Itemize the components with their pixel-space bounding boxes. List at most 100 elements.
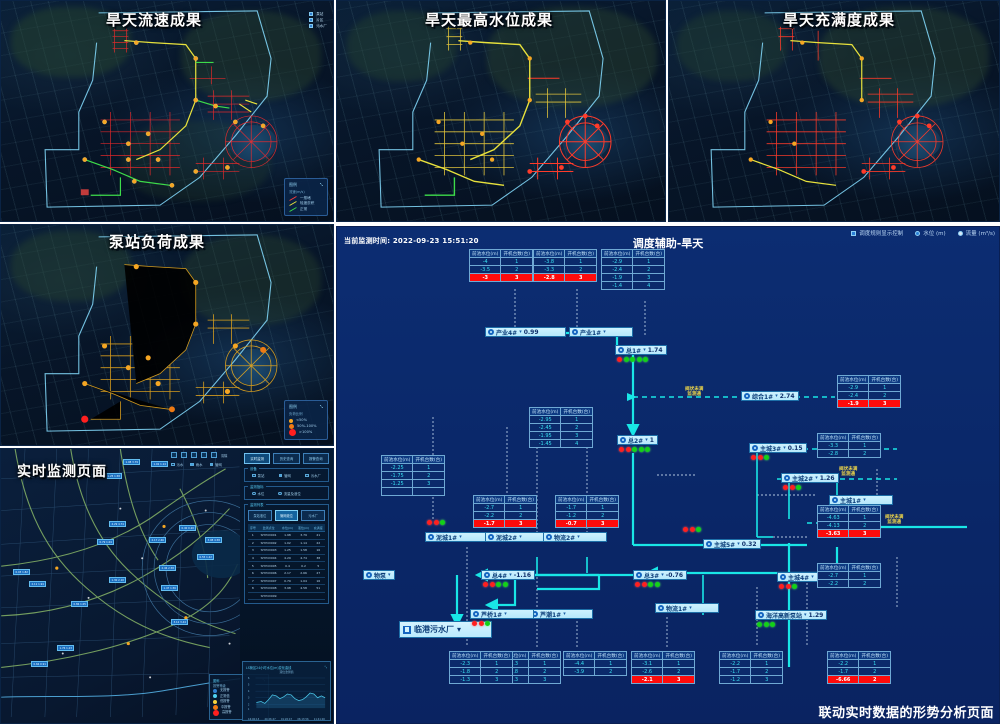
- radio-icon[interactable]: [278, 491, 282, 496]
- map-layer-filters[interactable]: 污水 雨水 管网: [171, 462, 222, 467]
- map-data-label[interactable]: 1.02 1.14: [151, 461, 169, 467]
- table-row[interactable]: 4 SHYCD004 4.29 4.74 38: [248, 554, 325, 563]
- monitor-list-table[interactable]: 序号 监测点位 水位(m) 液位(m) 充满度 1 SHYCD001 1.98 3.7…: [248, 524, 325, 601]
- checkbox-icon[interactable]: [190, 462, 194, 467]
- table-row[interactable]: -4.63 1: [816, 513, 881, 522]
- map-data-label[interactable]: 1.25 1.58: [105, 473, 123, 479]
- tab-history-query[interactable]: 历史查询: [273, 453, 300, 464]
- toolbar-clear-label[interactable]: 清除: [221, 453, 228, 458]
- table-row[interactable]: -1.45 4: [528, 439, 593, 448]
- checkbox-icon[interactable]: [278, 473, 283, 478]
- device-check-pipe-network[interactable]: 管网: [278, 473, 291, 478]
- table-row[interactable]: -3.3 2: [532, 265, 597, 274]
- table-row[interactable]: -2.9 1: [600, 257, 665, 266]
- control-rule-display[interactable]: 调度规则显示控制: [851, 229, 903, 237]
- table-row[interactable]: -1.25 3: [380, 479, 445, 488]
- node-luqiao1[interactable]: 芦桥1# ▾: [470, 609, 534, 619]
- table-row[interactable]: -1.3 3: [448, 675, 513, 684]
- device-check-pump-station[interactable]: 泵站: [252, 473, 264, 478]
- collapse-icon[interactable]: ⤡: [319, 404, 323, 410]
- map-data-label[interactable]: 2.46 2.58: [159, 565, 177, 571]
- table-row[interactable]: -2.45 2: [528, 423, 593, 432]
- node-chanye1[interactable]: 产业1# ▾: [569, 327, 633, 337]
- checkbox-icon[interactable]: [171, 462, 175, 467]
- node-luchao1[interactable]: 芦潮1# ▾: [529, 609, 593, 619]
- table-row[interactable]: 3 SHYCD003 1.25 1.58 16: [248, 546, 325, 555]
- map-data-label[interactable]: 1.76 1.23: [57, 645, 75, 651]
- node-zhucheng5[interactable]: 主城5# ▾ 0.32: [703, 539, 761, 549]
- table-row[interactable]: -3 3: [468, 273, 533, 282]
- panel-pump-station-load[interactable]: 泵站负荷成果 图例 ⤡ 负荷比例 <50% 50%-100% >100%: [0, 224, 334, 446]
- table-row[interactable]: 2 SHYCD002 1.02 1.14 22: [248, 539, 325, 548]
- map-data-label[interactable]: 0.40 0.20: [179, 525, 197, 531]
- node-wuliu2[interactable]: 物流2# ▾: [543, 532, 607, 542]
- rule-table[interactable]: 前池水位(m) 开机台数(台) -2.2 1 -1.7 2 -6.66 2: [826, 651, 891, 684]
- device-checkbox-row[interactable]: 泵站 管网 污水厂: [248, 473, 325, 478]
- measure-icon[interactable]: [191, 452, 197, 458]
- map-data-label[interactable]: 3.98 4.58: [205, 537, 223, 543]
- rule-table[interactable]: 前池水位(m) 开机台数(台) -3.3 1 -2.8 2: [816, 433, 881, 458]
- node-haiyang-pump-station[interactable]: 海洋高新泵站 ▾ 1.29: [755, 610, 828, 620]
- rule-table[interactable]: 前池水位(m) 开机台数(台) -2.3 1 -1.8 2 -1.3 3: [448, 651, 513, 684]
- rule-table[interactable]: 前池水位(m) 开机台数(台) -2.9 1 -2.4 2 -1.9 3: [836, 375, 901, 408]
- map-data-label[interactable]: 0.55 1.22: [197, 554, 215, 560]
- radio-icon[interactable]: [252, 491, 256, 496]
- map-data-label[interactable]: 1.98 3.79: [123, 459, 141, 465]
- table-row[interactable]: -2.7 1: [816, 571, 881, 580]
- table-row[interactable]: -2.8 3: [532, 273, 597, 282]
- node-wuliu1[interactable]: 物流1# ▾: [655, 603, 719, 613]
- rule-table[interactable]: 前池水位(m) 开机台数(台) -2.95 1 -2.45 2 -1.95 3 -1.45 4: [528, 407, 593, 448]
- rule-table[interactable]: 前池水位(m) 开机台数(台) -3.8 1 -3.3 2 -2.8 3: [532, 249, 597, 282]
- table-row[interactable]: -2.9 1: [836, 383, 901, 392]
- fullscreen-icon[interactable]: [211, 452, 217, 458]
- table-row[interactable]: -2.4 2: [600, 265, 665, 274]
- map-data-label[interactable]: 0.79 1.04: [97, 539, 115, 545]
- table-row[interactable]: 7 SHYCD007 0.79 1.04 16: [248, 577, 325, 586]
- table-row[interactable]: -1.2 2: [554, 511, 619, 520]
- filter-pipenet[interactable]: 管网: [209, 462, 222, 467]
- table-row[interactable]: -3.8 1: [532, 257, 597, 266]
- rule-table[interactable]: 前池水位(m) 开机台数(台) -2.2 1 -1.7 2 -1.2 3: [718, 651, 783, 684]
- table-row[interactable]: -1.7 2: [826, 667, 891, 676]
- map-legend-pump-load[interactable]: 图例 ⤡ 负荷比例 <50% 50%-100% >100%: [284, 400, 328, 440]
- map-data-label[interactable]: 0.86 1.05: [71, 601, 89, 607]
- table-row[interactable]: 5 SHYCD005 0.4 0.2 5: [248, 561, 325, 570]
- panel-dry-weather-fullness[interactable]: 旱天充满度成果: [668, 0, 1000, 222]
- map-data-label[interactable]: 1.30 2.10: [109, 577, 127, 583]
- node-zhucheng3[interactable]: 主城3# ▾ 0.15: [749, 443, 807, 453]
- checkbox-icon[interactable]: [252, 473, 256, 478]
- map-toolbar[interactable]: 清除: [171, 452, 227, 458]
- map-data-label[interactable]: 1.47 1.56: [161, 585, 179, 591]
- rule-table[interactable]: 前池水位(m) 开机台数(台) -2.7 1 -2.2 2 -1.7 3: [472, 495, 537, 528]
- radio-icon[interactable]: [915, 230, 921, 236]
- table-row[interactable]: -3.5 2: [468, 265, 533, 274]
- node-zong4[interactable]: 总4# ▾ -1.16: [481, 570, 536, 580]
- panel-realtime-monitoring[interactable]: 1.98 3.79 1.02 1.14 1.25 1.58 4.29 4.74 …: [0, 448, 334, 724]
- table-row[interactable]: SHYCD009: [248, 592, 325, 601]
- table-row[interactable]: -2.4 2: [836, 391, 901, 400]
- table-row[interactable]: -1.2 3: [718, 675, 783, 684]
- table-row[interactable]: -1.4 4: [600, 281, 665, 290]
- node-nicheng1[interactable]: 泥城1# ▾: [425, 532, 489, 542]
- rule-table[interactable]: 前池水位(m) 开机台数(台) -3.1 1 -2.6 2 -2.1 3: [630, 651, 695, 684]
- indicator-radio-flow-level[interactable]: 流量及液位: [278, 491, 301, 496]
- filter-button-pipe-level[interactable]: 管网液位: [274, 510, 299, 521]
- water-level-trend-card[interactable]: LS管区24小时水位(m)变化曲线 ⤡ 液位监测值 6 5 4 3 2 1 16:00:…: [242, 661, 331, 721]
- table-row[interactable]: -0.7 3: [554, 519, 619, 528]
- table-row[interactable]: -4.4 1: [562, 659, 627, 668]
- node-zhucheng2[interactable]: 主城2# ▾ 1.26: [781, 473, 839, 483]
- table-row[interactable]: -1.9 3: [600, 273, 665, 282]
- rule-table[interactable]: 前池水位(m) 开机台数(台) -2.25 1 -1.75 2 -1.25 3: [380, 455, 445, 496]
- table-row[interactable]: -1.7 2: [718, 667, 783, 676]
- panel-dry-weather-flow-velocity[interactable]: 旱天流速成果 泵站 片区 污水厂 图例 ⤡ 流速(m/s) 一般堵 轻度淤积 正…: [0, 0, 334, 222]
- layers-icon[interactable]: [201, 452, 207, 458]
- table-row[interactable]: -3.3 1: [816, 441, 881, 450]
- table-row[interactable]: -4.13 2: [816, 521, 881, 530]
- filter-rainwater[interactable]: 雨水: [190, 462, 203, 467]
- radio-icon[interactable]: [957, 230, 963, 236]
- map-data-label[interactable]: 4.29 4.74: [109, 521, 127, 527]
- filter-sewage[interactable]: 污水: [171, 462, 183, 467]
- rule-table[interactable]: 前池水位(m) 开机台数(台) -2.7 1 -2.2 2: [816, 563, 881, 588]
- expand-icon[interactable]: ⤡: [324, 665, 327, 669]
- node-zong2[interactable]: 总2# ▾ 1: [617, 435, 658, 445]
